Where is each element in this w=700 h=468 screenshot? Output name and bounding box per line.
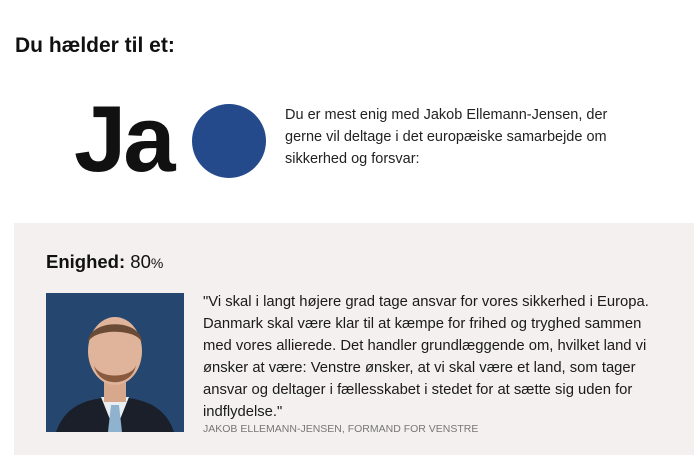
- result-description: Du er mest enig med Jakob Ellemann-Jense…: [285, 107, 608, 167]
- answer-color-dot: [192, 104, 266, 178]
- match-panel: Enighed: 80% "Vi skal i langt højere gra…: [14, 223, 694, 455]
- politician-photo: [46, 293, 184, 432]
- page-title: Du hælder til et:: [15, 34, 175, 57]
- politician-quote: "Vi skal i langt højere grad tage ansvar…: [203, 294, 649, 420]
- agreement-value: 80: [130, 251, 151, 272]
- answer-text: Ja: [74, 86, 176, 191]
- agreement-unit: %: [150, 255, 164, 271]
- agreement-label: Enighed:: [46, 251, 126, 272]
- quote-attribution: JAKOB ELLEMANN-JENSEN, FORMAND FOR VENST…: [203, 423, 479, 435]
- agreement-score: Enighed: 80%: [46, 251, 163, 273]
